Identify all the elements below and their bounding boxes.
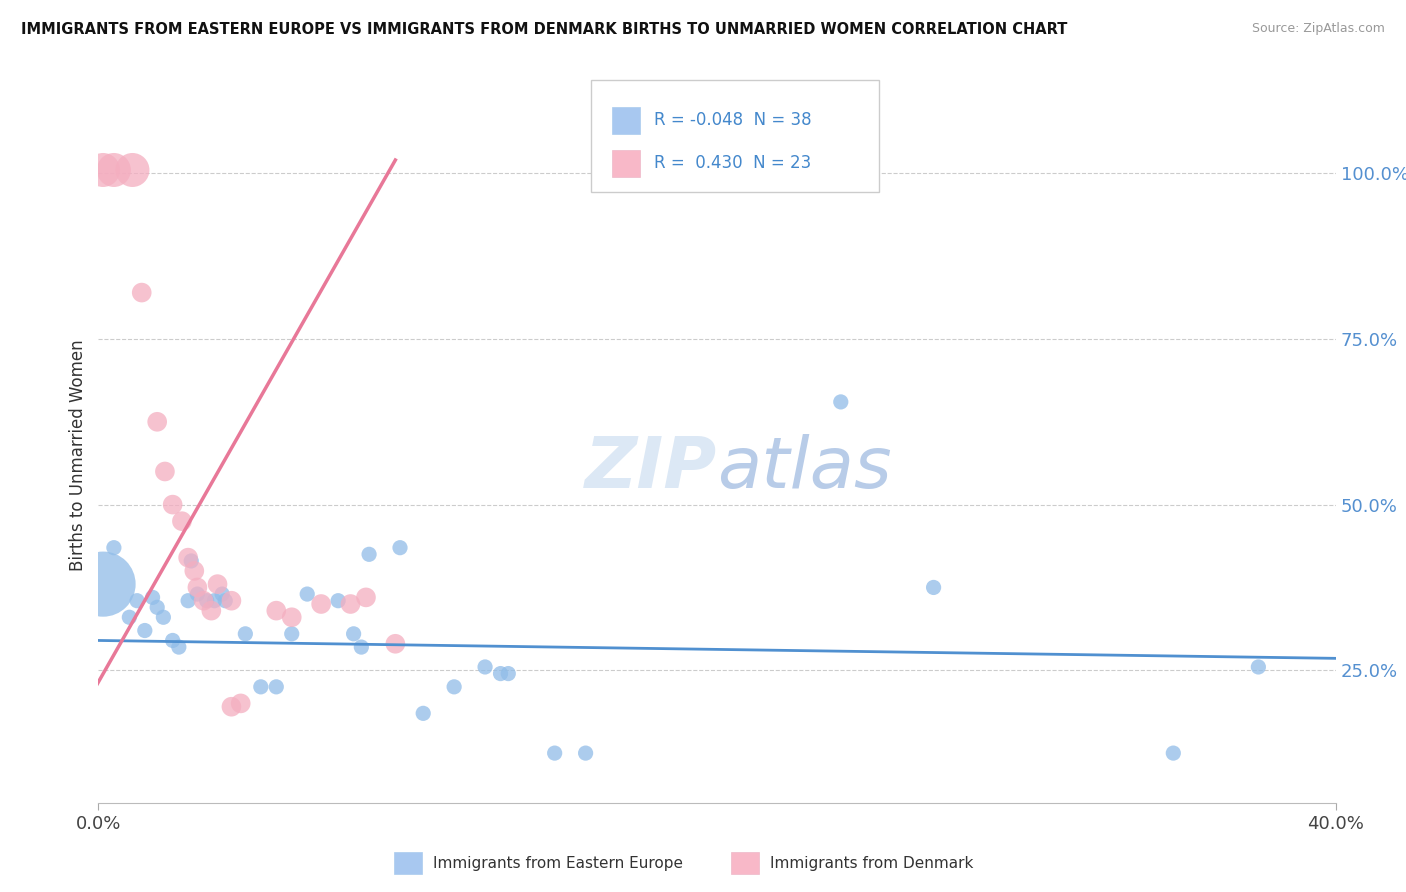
Point bbox=[350, 640, 373, 654]
Point bbox=[922, 581, 945, 595]
Point bbox=[214, 593, 236, 607]
Point bbox=[180, 554, 202, 568]
Point bbox=[177, 550, 200, 565]
Point bbox=[91, 163, 114, 178]
Point bbox=[153, 465, 176, 479]
Point bbox=[91, 577, 114, 591]
Point bbox=[543, 746, 565, 760]
Text: ZIP: ZIP bbox=[585, 434, 717, 503]
Point bbox=[264, 604, 288, 618]
Point bbox=[1247, 660, 1270, 674]
Point bbox=[195, 593, 218, 607]
Text: Immigrants from Eastern Europe: Immigrants from Eastern Europe bbox=[433, 855, 683, 871]
Point bbox=[186, 587, 208, 601]
Point bbox=[167, 640, 190, 654]
Point bbox=[211, 587, 233, 601]
Point bbox=[326, 593, 350, 607]
Point bbox=[134, 624, 156, 638]
Point bbox=[207, 577, 229, 591]
Point bbox=[183, 564, 205, 578]
Point bbox=[830, 395, 852, 409]
Point bbox=[146, 415, 169, 429]
Point bbox=[384, 637, 406, 651]
Point bbox=[200, 604, 222, 618]
Point bbox=[162, 498, 184, 512]
Point bbox=[357, 547, 380, 561]
Point bbox=[1161, 746, 1184, 760]
Point bbox=[281, 610, 304, 624]
Point bbox=[221, 593, 243, 607]
Point bbox=[193, 593, 215, 607]
Point bbox=[281, 627, 304, 641]
Text: Immigrants from Denmark: Immigrants from Denmark bbox=[770, 855, 974, 871]
Point bbox=[118, 610, 141, 624]
Text: atlas: atlas bbox=[717, 434, 891, 503]
Y-axis label: Births to Unmarried Women: Births to Unmarried Women bbox=[69, 339, 87, 571]
Point bbox=[186, 581, 208, 595]
Point bbox=[146, 600, 169, 615]
Point bbox=[229, 697, 252, 711]
Point bbox=[103, 163, 125, 178]
Point bbox=[177, 593, 200, 607]
Point bbox=[204, 593, 226, 607]
Point bbox=[121, 163, 143, 178]
Point bbox=[221, 699, 243, 714]
Point bbox=[103, 541, 125, 555]
Point bbox=[339, 597, 361, 611]
Point bbox=[233, 627, 257, 641]
Text: R = -0.048  N = 38: R = -0.048 N = 38 bbox=[654, 112, 811, 129]
Point bbox=[443, 680, 465, 694]
Point bbox=[250, 680, 273, 694]
Point bbox=[297, 587, 319, 601]
Point bbox=[474, 660, 496, 674]
Point bbox=[131, 285, 153, 300]
Point bbox=[141, 591, 165, 605]
Point bbox=[354, 591, 377, 605]
Point bbox=[162, 633, 184, 648]
Point bbox=[309, 597, 332, 611]
Point bbox=[574, 746, 596, 760]
Text: IMMIGRANTS FROM EASTERN EUROPE VS IMMIGRANTS FROM DENMARK BIRTHS TO UNMARRIED WO: IMMIGRANTS FROM EASTERN EUROPE VS IMMIGR… bbox=[21, 22, 1067, 37]
Point bbox=[127, 593, 149, 607]
Point bbox=[489, 666, 512, 681]
Point bbox=[264, 680, 288, 694]
Point bbox=[498, 666, 520, 681]
Point bbox=[170, 514, 193, 528]
Point bbox=[152, 610, 174, 624]
Point bbox=[343, 627, 366, 641]
Point bbox=[388, 541, 412, 555]
Point bbox=[412, 706, 434, 721]
Text: Source: ZipAtlas.com: Source: ZipAtlas.com bbox=[1251, 22, 1385, 36]
Text: R =  0.430  N = 23: R = 0.430 N = 23 bbox=[654, 154, 811, 172]
